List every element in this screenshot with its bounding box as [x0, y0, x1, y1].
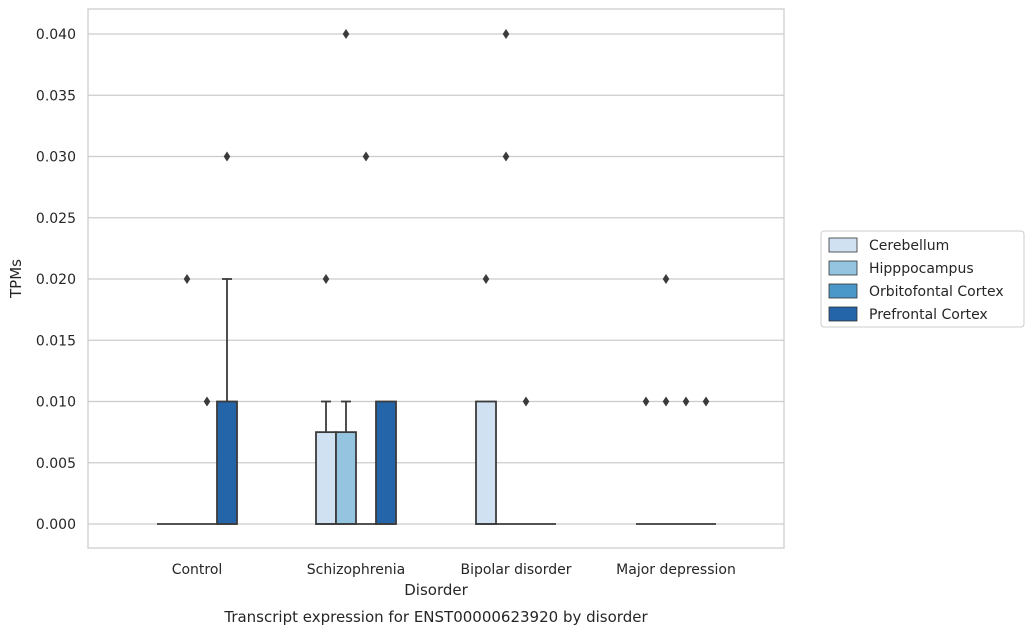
x-tick-labels: Control Schizophrenia Bipolar disorder Majo…	[172, 562, 736, 578]
box-2-0	[197, 396, 217, 525]
outlier-point	[362, 151, 370, 162]
outlier-point	[482, 274, 490, 284]
y-tick-label: 0.010	[36, 395, 76, 411]
y-tick-label: 0.020	[36, 272, 76, 288]
legend-swatch	[828, 237, 858, 253]
box-1-2	[496, 29, 516, 525]
box-body	[475, 400, 497, 525]
outlier-point	[702, 396, 710, 407]
outlier-point	[183, 274, 191, 284]
outlier-point	[502, 151, 510, 162]
box-body	[315, 431, 337, 525]
outlier-point	[522, 396, 530, 407]
box-1-0	[177, 274, 197, 525]
outlier-point	[322, 274, 330, 284]
x-tick-label: Schizophrenia	[307, 562, 405, 578]
y-axis-label: TPMs	[7, 259, 25, 299]
outlier-point	[502, 29, 510, 39]
y-tick-label: 0.035	[36, 88, 76, 104]
legend-swatch	[828, 260, 858, 276]
legend-label: Prefrontal Cortex	[869, 307, 988, 323]
box-2-3	[676, 396, 696, 525]
box-2-1	[356, 151, 376, 525]
y-tick-label: 0.030	[36, 150, 76, 166]
box-0-1	[315, 274, 337, 525]
legend-frame	[820, 230, 1025, 328]
y-tick-label: 0.000	[36, 517, 76, 533]
legend: Cerebellum Hipppocampus Orbitofontal Corte…	[820, 230, 1025, 328]
outlier-point	[682, 396, 690, 407]
box-3-3	[696, 396, 716, 525]
outlier-point	[203, 396, 211, 407]
x-tick-label: Bipolar disorder	[460, 562, 571, 578]
box-0-2	[475, 274, 497, 525]
y-tick-labels: 0.000 0.005 0.010 0.015 0.020 0.025 0.030 0.035…	[36, 27, 76, 533]
outlier-point	[662, 274, 670, 284]
legend-swatch	[828, 283, 858, 299]
box-3-0	[216, 151, 238, 525]
y-tick-label: 0.015	[36, 333, 76, 349]
outlier-point	[662, 396, 670, 407]
y-tick-label: 0.005	[36, 456, 76, 472]
outlier-point	[342, 29, 350, 39]
boxes-layer	[157, 29, 716, 525]
box-1-1	[335, 29, 357, 525]
box-body	[216, 400, 238, 525]
outlier-point	[642, 396, 650, 407]
x-tick-label: Major depression	[616, 562, 736, 578]
legend-label: Cerebellum	[869, 238, 949, 254]
outlier-point	[223, 151, 231, 162]
box-0-3	[636, 396, 656, 525]
box-body	[375, 400, 397, 525]
x-axis-label: Disorder	[404, 581, 468, 599]
x-tick-label: Control	[172, 562, 223, 578]
box-3-1	[375, 400, 397, 525]
figure-caption: Transcript expression for ENST0000062392…	[223, 608, 648, 626]
legend-label: Hipppocampus	[869, 261, 974, 277]
y-tick-label: 0.025	[36, 211, 76, 227]
legend-swatch	[828, 306, 858, 322]
y-tick-label: 0.040	[36, 27, 76, 43]
box-1-3	[656, 274, 676, 525]
box-2-2	[516, 396, 536, 525]
box-body	[335, 431, 357, 525]
plot-frame	[87, 8, 785, 549]
legend-label: Orbitofontal Cortex	[869, 284, 1004, 300]
